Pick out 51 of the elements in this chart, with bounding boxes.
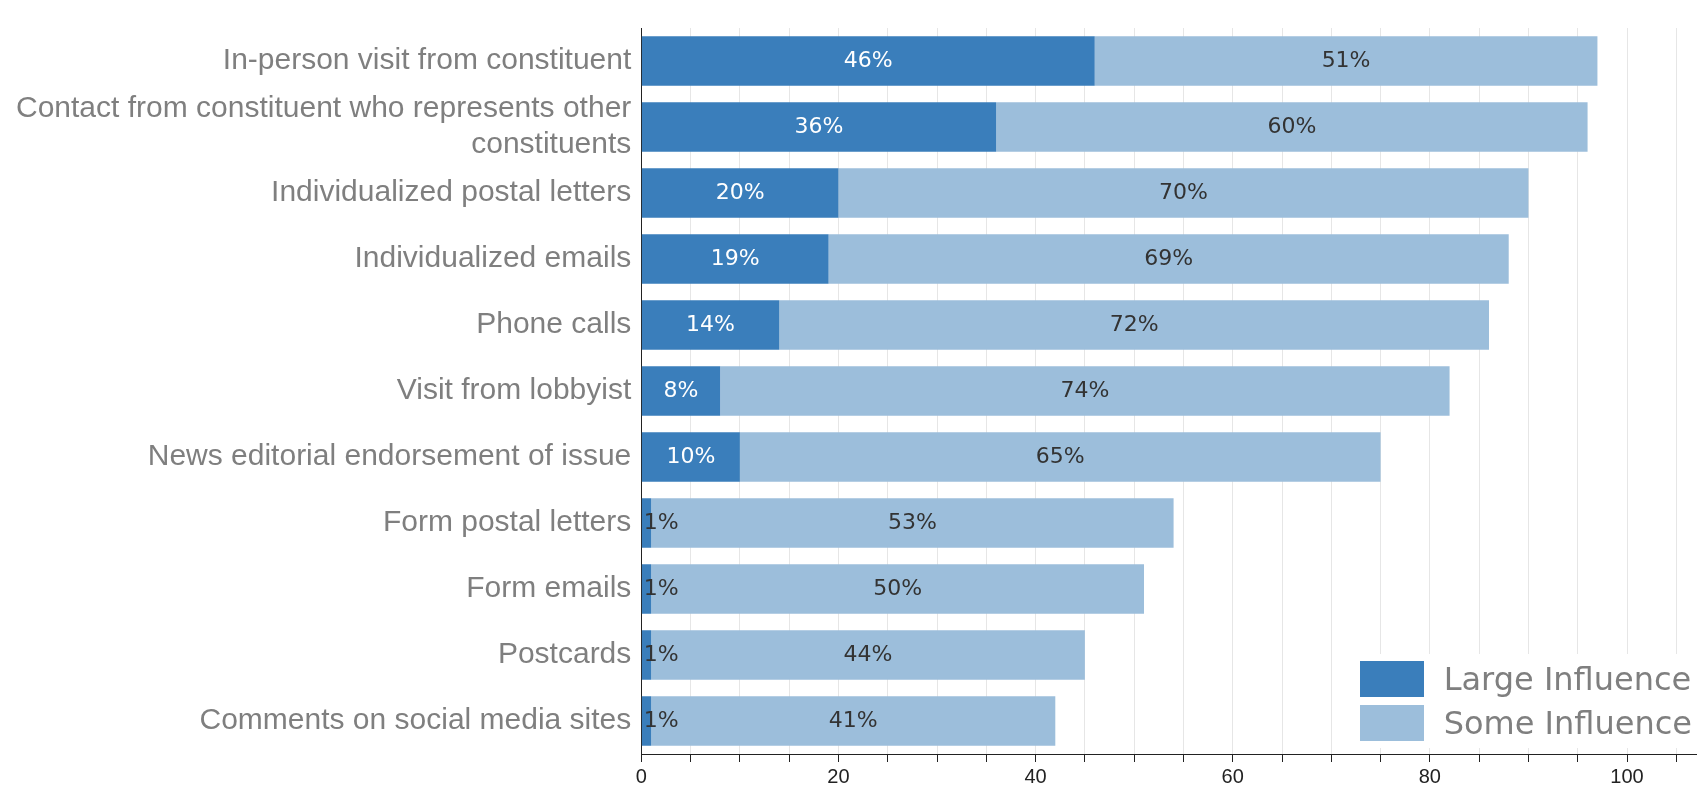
data-label: 10% [666, 442, 716, 468]
data-label: 14% [686, 310, 736, 336]
data-label: 51% [1321, 46, 1371, 72]
data-label: 53% [887, 508, 937, 534]
data-label: 69% [1144, 244, 1194, 270]
y-tick-label: Visit from lobbyist [396, 372, 632, 406]
data-label: 36% [794, 112, 844, 138]
x-tick-label: 100 [1610, 764, 1644, 787]
bar [641, 300, 780, 350]
bar [641, 168, 839, 218]
bar [641, 432, 740, 482]
bar [1094, 36, 1598, 86]
bar [828, 234, 1509, 284]
bar [641, 102, 997, 152]
bar [779, 300, 1489, 350]
y-tick-label: In-person visit from constituent [222, 42, 632, 76]
data-label: 8% [663, 376, 699, 402]
bar [739, 432, 1381, 482]
x-tick-label: 0 [635, 764, 647, 787]
y-tick-label: Comments on social media sites [199, 702, 632, 736]
data-label: 46% [843, 46, 893, 72]
data-label: 60% [1267, 112, 1317, 138]
data-label: 50% [873, 574, 923, 600]
data-label: 20% [715, 178, 765, 204]
y-tick-label: News editorial endorsement of issue [147, 438, 632, 472]
legend-label: Some Influence [1443, 704, 1692, 742]
y-tick-label: Form postal letters [382, 504, 632, 538]
data-label: 72% [1109, 310, 1159, 336]
y-tick-label: Phone calls [476, 306, 632, 340]
legend-label: Large Influence [1443, 660, 1692, 698]
data-label: 44% [843, 640, 893, 666]
data-label: 19% [710, 244, 760, 270]
x-tick-label: 80 [1418, 764, 1441, 787]
y-tick-label: Individualized emails [354, 240, 632, 274]
y-tick-label: Individualized postal letters [271, 174, 632, 208]
bar [996, 102, 1588, 152]
bar [641, 234, 829, 284]
data-label: 74% [1060, 376, 1110, 402]
y-tick-label: Form emails [466, 570, 632, 604]
bar [641, 36, 1095, 86]
data-label: 65% [1035, 442, 1085, 468]
bar [838, 168, 1529, 218]
bar [720, 366, 1450, 416]
x-tick-label: 20 [827, 764, 850, 787]
x-tick-label: 60 [1221, 764, 1244, 787]
bar [641, 366, 721, 416]
data-label: 41% [828, 706, 878, 732]
x-tick-label: 40 [1024, 764, 1047, 787]
data-label: 70% [1158, 178, 1208, 204]
y-tick-label: Postcards [497, 636, 632, 670]
y-tick-label: Contact from constituent who represents other constituents [16, 90, 632, 160]
